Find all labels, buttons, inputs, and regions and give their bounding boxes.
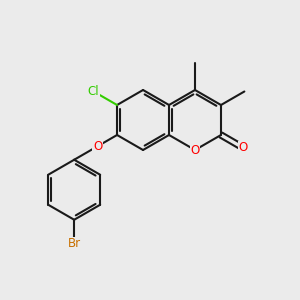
Text: O: O [190,143,200,157]
Text: O: O [93,140,102,153]
Text: Br: Br [68,237,81,250]
Text: O: O [238,141,248,154]
Text: Cl: Cl [88,85,100,98]
